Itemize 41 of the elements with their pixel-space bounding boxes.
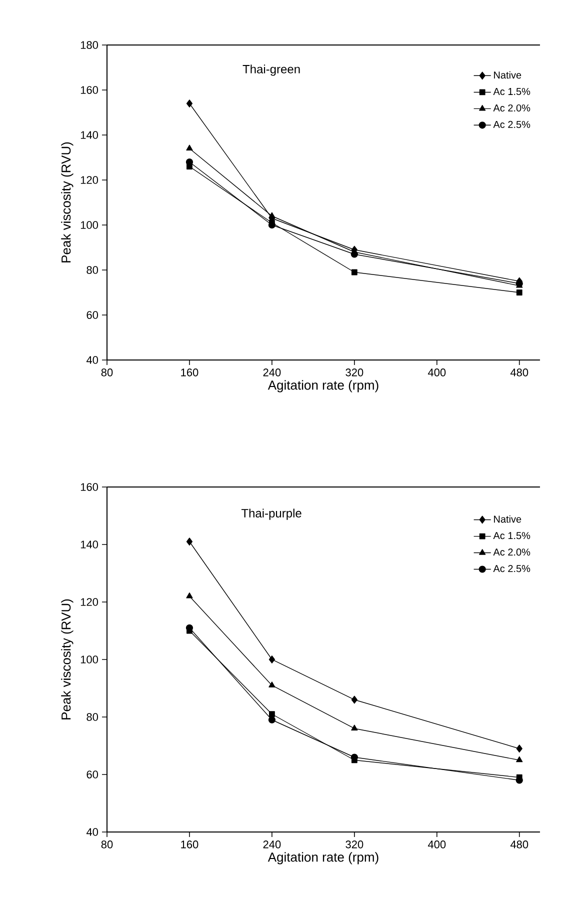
y-tick-label: 100: [80, 221, 98, 229]
y-tick-label: 140: [80, 540, 98, 548]
legend-label: Native: [494, 515, 522, 523]
legend-label: Ac 1.5%: [493, 88, 530, 96]
x-tick-label: 160: [181, 368, 198, 376]
x-tick-label: 240: [263, 840, 281, 848]
x-tick-label: 160: [181, 840, 198, 848]
legend-label: Ac 1.5%: [493, 532, 530, 540]
y-axis-title: Peak viscosity (RVU): [61, 142, 74, 262]
x-tick-label: 480: [510, 368, 528, 376]
y-tick-label: 60: [86, 770, 98, 778]
text: Thai-green: [242, 64, 300, 76]
legend-label: Ac 2.5%: [493, 120, 530, 128]
x-tick-label: 80: [101, 368, 113, 376]
y-axis-title: Peak viscosity (RVU): [61, 599, 74, 720]
y-tick-label: 120: [80, 598, 98, 606]
x-tick-label: 320: [346, 368, 364, 376]
legend-label: Native: [494, 71, 522, 79]
x-tick-label: 400: [428, 368, 446, 376]
y-tick-label: 80: [86, 266, 98, 274]
y-tick-label: 40: [86, 356, 98, 364]
y-tick-label: 100: [80, 656, 98, 664]
y-tick-label: 180: [80, 41, 98, 49]
text: Thai-purple: [241, 508, 302, 520]
legend-label: Ac 2.0%: [493, 104, 530, 112]
y-tick-label: 160: [80, 86, 98, 94]
y-tick-label: 80: [86, 713, 98, 721]
x-tick-label: 480: [510, 840, 528, 848]
legend-label: Ac 2.0%: [493, 548, 530, 556]
y-tick-label: 160: [80, 483, 98, 491]
x-axis-title: Agitation rate (rpm): [268, 380, 378, 392]
x-tick-label: 320: [346, 840, 364, 848]
x-tick-label: 400: [428, 840, 446, 848]
x-axis-title: Agitation rate (rpm): [268, 852, 378, 864]
legend-label: Ac 2.5%: [493, 565, 530, 572]
y-tick-label: 140: [80, 131, 98, 139]
x-tick-label: 80: [101, 840, 113, 848]
y-tick-label: 60: [86, 311, 98, 319]
y-tick-label: 120: [80, 176, 98, 184]
x-tick-label: 240: [263, 368, 281, 376]
y-tick-label: 40: [86, 828, 98, 836]
